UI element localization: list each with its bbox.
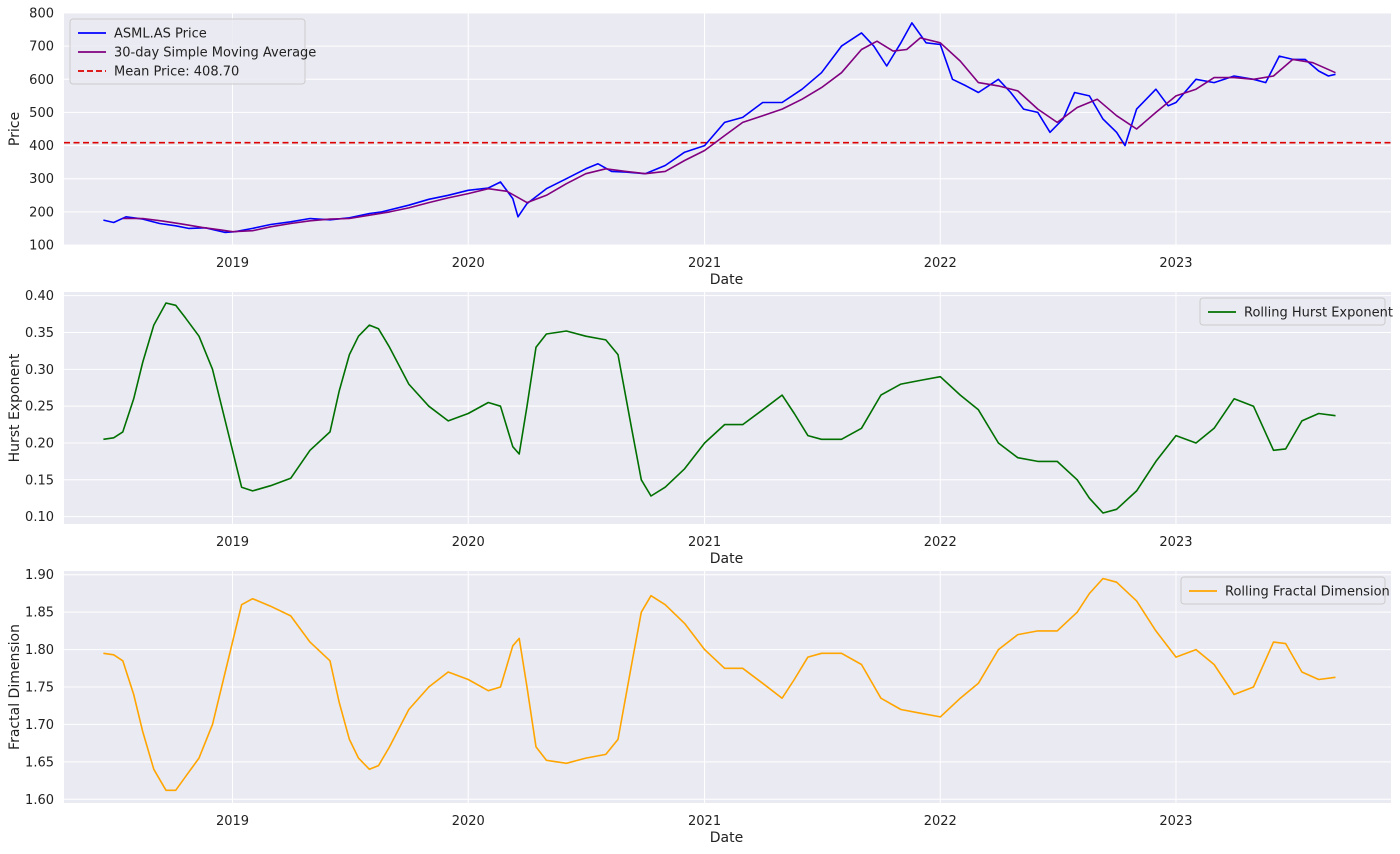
x-tick-label: 2022 [924, 535, 957, 550]
series-group [103, 577, 1336, 792]
plot-area [64, 292, 1391, 524]
y-tick-label: 200 [29, 205, 54, 220]
y-tick-label: 600 [29, 73, 54, 88]
y-tick-label: 0.25 [25, 400, 54, 415]
y-tick-label: 1.80 [25, 643, 54, 658]
legend-box [69, 18, 306, 85]
x-tick-label: 2022 [924, 256, 957, 271]
x-axis-label: Date [710, 272, 743, 288]
y-tick-label: 500 [29, 106, 54, 121]
y-axis-label: Hurst Exponent [7, 353, 23, 462]
legend-label: Mean Price: 408.70 [114, 65, 239, 80]
y-tick-label: 0.35 [25, 326, 54, 341]
series-group [103, 302, 1336, 514]
chart-panel-1: 100 200 300 400 500 600 700 800 2019 2020 2021 2022… [7, 7, 1391, 288]
legend-label: ASML.AS Price [114, 27, 207, 42]
y-tick-label: 1.75 [25, 681, 54, 696]
legend-box [1199, 297, 1386, 326]
series-line-1 [103, 577, 1336, 792]
y-tick-label: 0.40 [25, 289, 54, 304]
y-tick-label: 0.15 [25, 473, 54, 488]
y-tick-label: 1.85 [25, 606, 54, 621]
y-tick-label: 0.20 [25, 436, 54, 451]
chart-panel-2: 0.10 0.15 0.20 0.25 0.30 0.35 0.40 2019 2020 2021… [7, 289, 1393, 567]
y-tick-label: 0.30 [25, 363, 54, 378]
y-tick-label: 1.70 [25, 718, 54, 733]
legend-label: 30-day Simple Moving Average [114, 46, 316, 61]
x-tick-label: 2019 [216, 256, 249, 271]
y-tick-label: 1.65 [25, 755, 54, 770]
y-tick-label: 1.90 [25, 568, 54, 583]
series-line-1 [103, 22, 1336, 234]
x-tick-label: 2019 [216, 814, 249, 829]
x-tick-label: 2019 [216, 535, 249, 550]
chart-panel-3: 1.60 1.65 1.70 1.75 1.80 1.85 1.90 2019 2020 2021… [7, 568, 1391, 846]
legend-label: Rolling Hurst Exponent [1244, 306, 1393, 321]
legend-label: Rolling Fractal Dimension [1225, 585, 1390, 600]
y-tick-label: 400 [29, 139, 54, 154]
legend-box [1180, 576, 1386, 605]
legend: Rolling Fractal Dimension [1180, 576, 1390, 605]
y-tick-label: 800 [29, 7, 54, 22]
y-tick-label: 300 [29, 172, 54, 187]
legend: Rolling Hurst Exponent [1199, 297, 1393, 326]
y-tick-label: 100 [29, 239, 54, 254]
x-tick-label: 2021 [688, 256, 721, 271]
series-line-2 [122, 37, 1336, 233]
y-axis-label: Fractal Dimension [7, 624, 23, 750]
series-group [64, 22, 1391, 234]
x-tick-label: 2022 [924, 814, 957, 829]
x-tick-label: 2023 [1159, 814, 1192, 829]
y-tick-label: 1.60 [25, 793, 54, 808]
y-axis-label: Price [7, 112, 23, 146]
x-tick-label: 2020 [452, 535, 485, 550]
x-tick-label: 2020 [452, 814, 485, 829]
x-tick-label: 2023 [1159, 535, 1192, 550]
x-tick-label: 2023 [1159, 256, 1192, 271]
y-tick-label: 0.10 [25, 510, 54, 525]
x-axis-label: Date [710, 830, 743, 846]
x-tick-label: 2021 [688, 535, 721, 550]
y-tick-label: 700 [29, 40, 54, 55]
x-tick-label: 2020 [452, 256, 485, 271]
x-axis-label: Date [710, 551, 743, 567]
legend: ASML.AS Price 30-day Simple Moving Averag… [69, 18, 316, 85]
x-tick-label: 2021 [688, 814, 721, 829]
series-line-1 [103, 302, 1336, 514]
